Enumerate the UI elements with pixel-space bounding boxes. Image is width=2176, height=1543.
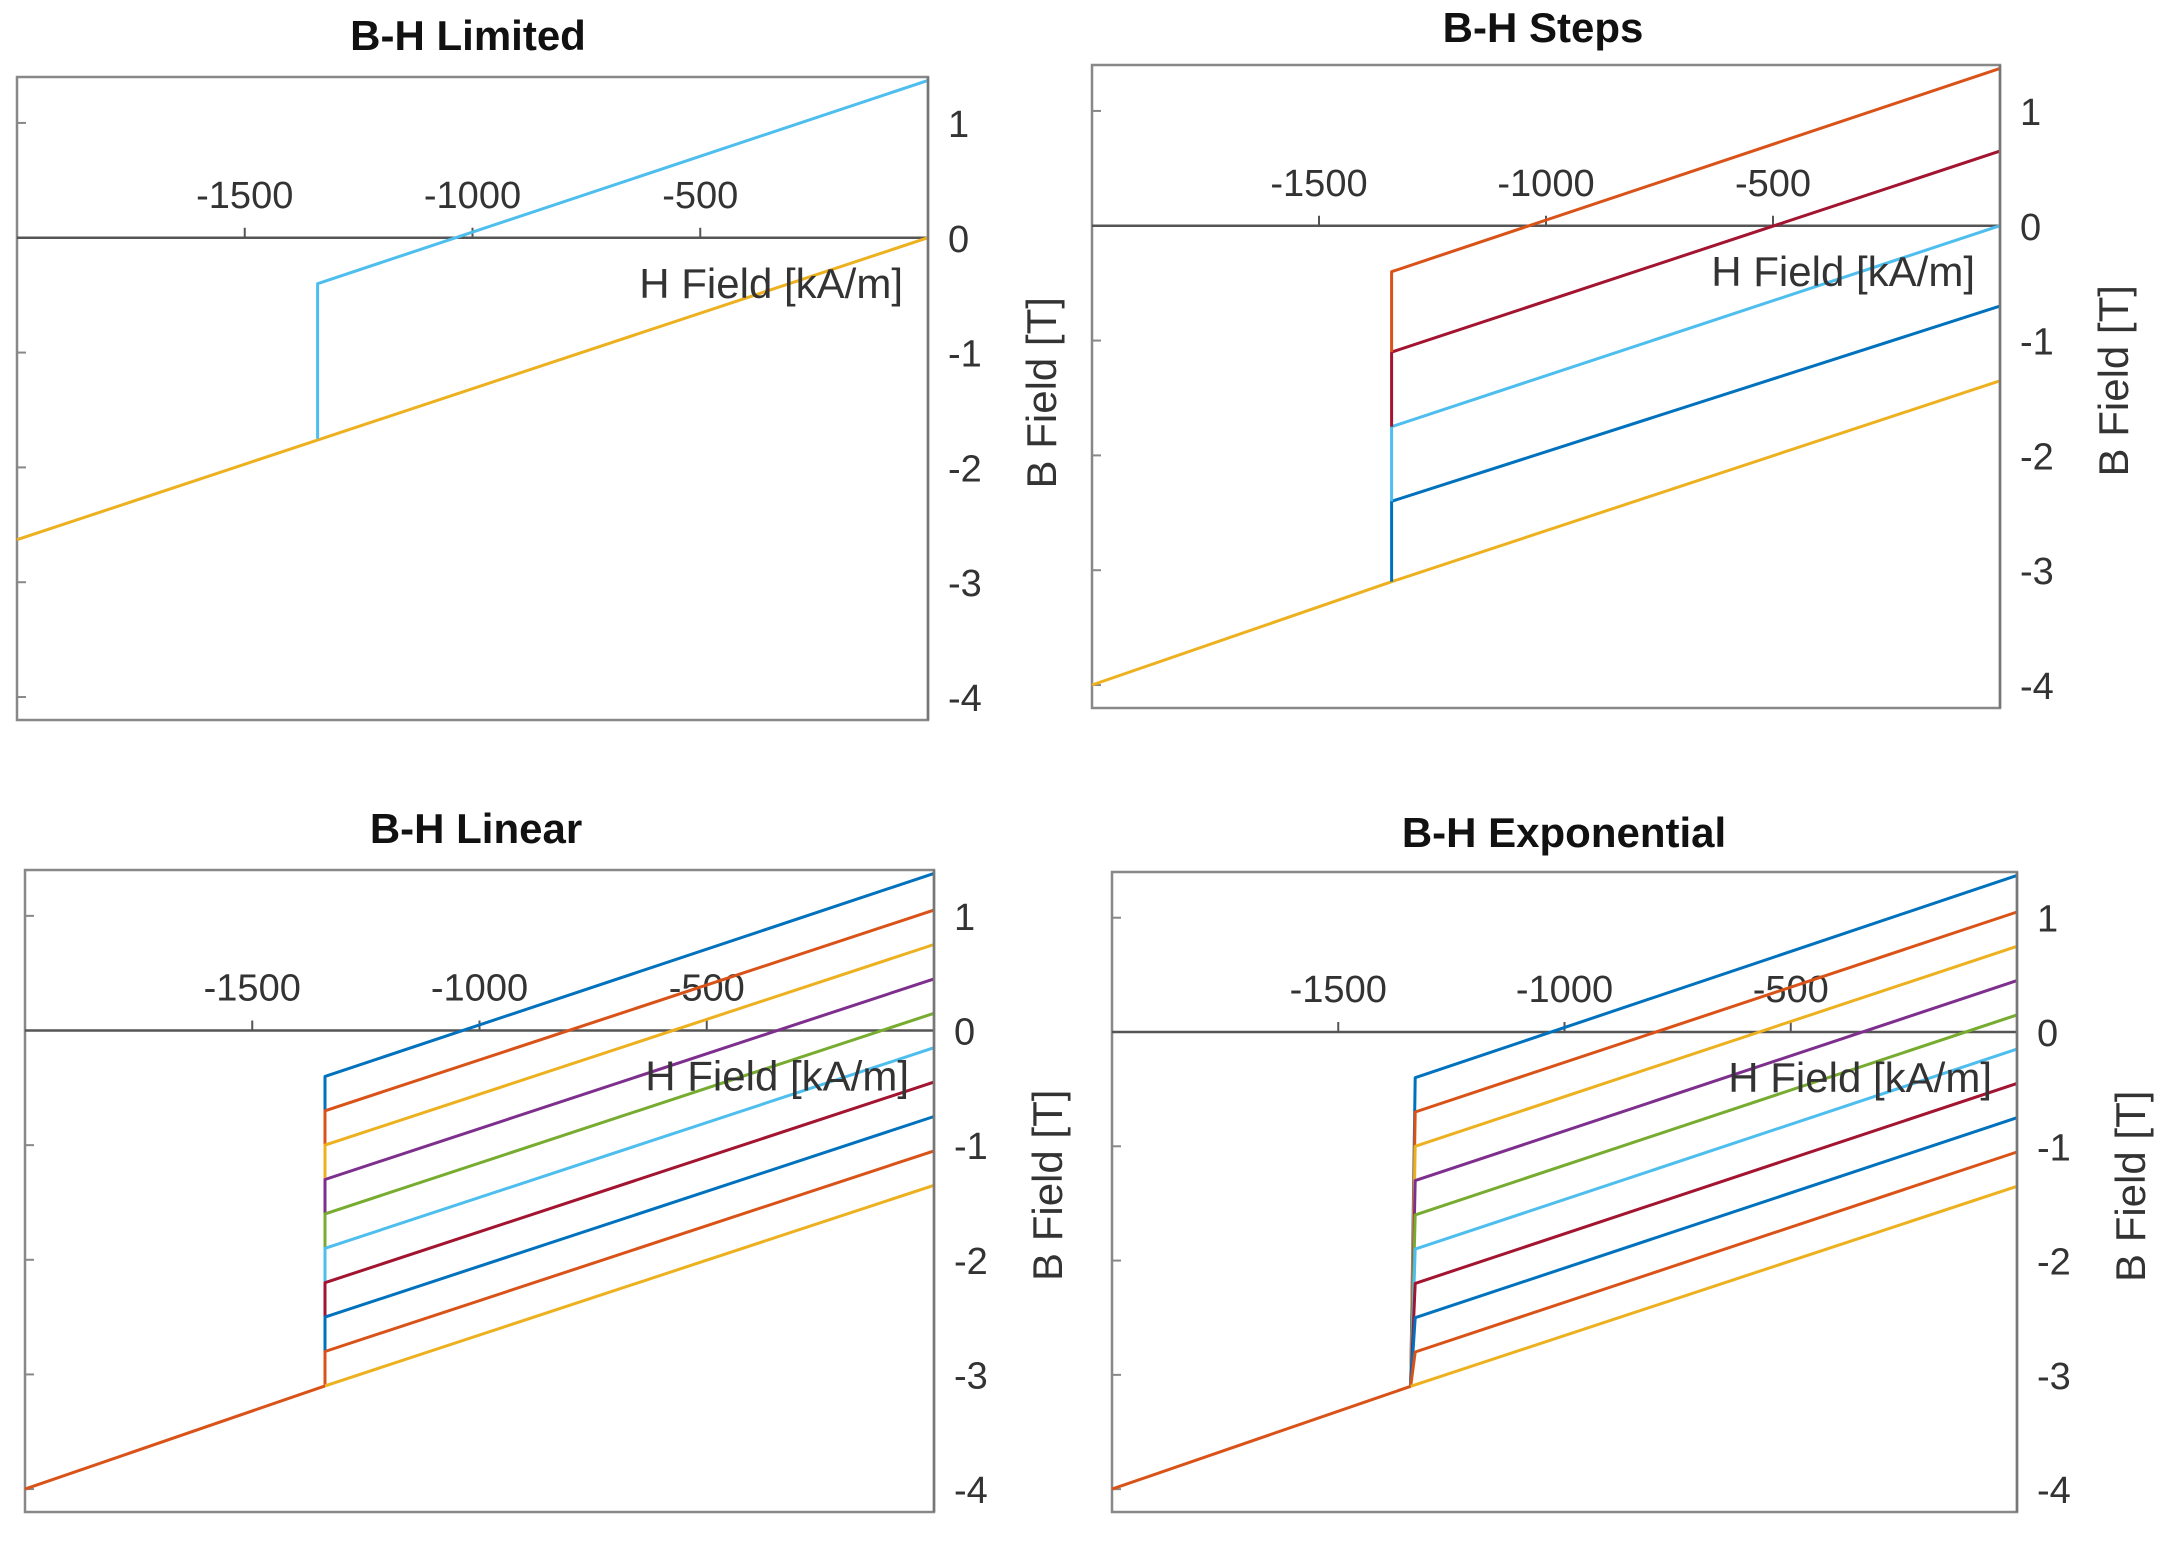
chart-title: B-H Linear <box>370 805 582 852</box>
y-tick-label: 1 <box>2037 899 2058 941</box>
series-line-base <box>1111 1384 1412 1491</box>
series-line-curve-7 <box>323 1080 935 1386</box>
y-tick-label: -2 <box>2037 1242 2071 1284</box>
y-tick-label: 1 <box>2020 92 2041 134</box>
series-line-curve-9 <box>323 1149 935 1386</box>
y-tick-label: 0 <box>948 219 969 261</box>
x-tick-label: -1000 <box>1516 969 1613 1011</box>
y-tick-label: -4 <box>948 678 982 720</box>
x-tick-label: -500 <box>1735 163 1811 205</box>
y-tick-label: -1 <box>948 334 982 376</box>
chart-panel-2: B-H Steps -1500 -1000 -500 1 0 -1 -2 -3 -4 H Field… <box>1090 4 2137 710</box>
plot-frame <box>23 868 936 1514</box>
chart-panel-3: B-H Linear -1500 -1000 -500 1 0 -1 -2 -3 -4 H Fiel… <box>23 805 1071 1514</box>
plot-frame <box>1090 63 2002 710</box>
y-axis-label: B Field [T] <box>1024 1090 1071 1281</box>
series-line-recoil <box>316 78 929 439</box>
x-axis-label: H Field [kA/m] <box>639 260 903 307</box>
x-tick-label: -500 <box>662 175 738 217</box>
y-tick-label: -2 <box>948 448 982 490</box>
series-line-base <box>16 236 929 542</box>
y-tick-label: -1 <box>2020 322 2054 364</box>
y-tick-label: -3 <box>2037 1356 2071 1398</box>
series-line-base <box>24 1384 326 1491</box>
y-tick-label: 0 <box>2037 1013 2058 1055</box>
y-tick-label: -3 <box>954 1355 988 1397</box>
series-line-curve-9 <box>1409 1150 2018 1387</box>
y-axis-label: B Field [T] <box>2107 1091 2154 1282</box>
y-tick-label: -3 <box>948 563 982 605</box>
series-line-curve-1 <box>323 871 935 1386</box>
x-tick-label: -1000 <box>424 175 521 217</box>
series-line-step-1 <box>1390 304 2001 582</box>
series-line-step-4 <box>1390 66 2001 353</box>
x-tick-label: -500 <box>669 968 745 1010</box>
x-axis-label: H Field [kA/m] <box>1711 248 1975 295</box>
y-tick-label: -3 <box>2020 551 2054 593</box>
series-line-curve-10 <box>1410 1184 2018 1388</box>
x-axis-label: H Field [kA/m] <box>645 1053 909 1100</box>
chart-title: B-H Limited <box>350 12 586 59</box>
x-tick-label: -1500 <box>1270 163 1367 205</box>
plot-frame <box>15 75 930 722</box>
y-axis-label: B Field [T] <box>1018 297 1065 488</box>
y-axis-label: B Field [T] <box>2090 285 2137 476</box>
y-tick-label: 0 <box>954 1012 975 1054</box>
plot-frame <box>1110 870 2019 1514</box>
y-tick-label: -1 <box>954 1126 988 1168</box>
x-tick-label: -1500 <box>1290 969 1387 1011</box>
y-tick-label: -4 <box>2037 1470 2071 1512</box>
x-tick-label: -1000 <box>431 968 528 1010</box>
y-tick-label: -4 <box>954 1470 988 1512</box>
x-tick-label: -1000 <box>1497 163 1594 205</box>
y-tick-label: -1 <box>2037 1127 2071 1169</box>
x-tick-label: -1500 <box>204 968 301 1010</box>
chart-title: B-H Exponential <box>1402 809 1726 856</box>
y-tick-label: 1 <box>954 897 975 939</box>
y-tick-label: -2 <box>2020 436 2054 478</box>
series-line-curve-10 <box>324 1183 935 1388</box>
series-line-curve-7 <box>1409 1081 2018 1387</box>
series-line-curve-1 <box>1409 873 2018 1387</box>
x-tick-label: -1500 <box>196 175 293 217</box>
x-axis-label: H Field [kA/m] <box>1728 1054 1992 1101</box>
y-tick-label: 1 <box>948 104 969 146</box>
x-tick-label: -500 <box>1753 969 1829 1011</box>
y-tick-label: -2 <box>954 1241 988 1283</box>
series-line-base <box>1091 379 2001 687</box>
y-tick-label: 0 <box>2020 207 2041 249</box>
chart-panel-1: B-H Limited -1500 -1000 -500 1 0 -1 -2 -3 -4 H Fie… <box>15 12 1065 722</box>
chart-panel-4: B-H Exponential -1500 -1000 -500 1 0 -1 -2 -3 -4 H… <box>1110 809 2154 1514</box>
y-tick-label: -4 <box>2020 666 2054 708</box>
chart-title: B-H Steps <box>1443 4 1644 51</box>
